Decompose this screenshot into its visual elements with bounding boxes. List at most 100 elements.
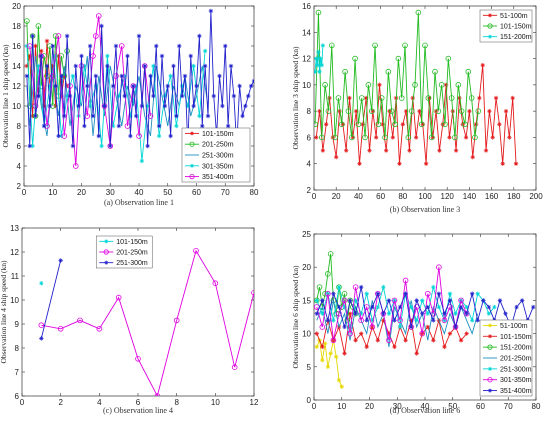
series-51-100m-point [336,377,342,383]
series-351-400m-point [118,43,125,49]
series-unlabeled-point [44,63,50,69]
series-unlabeled-point [136,33,142,39]
x-tick-label: 20 [365,402,374,411]
series-group [38,248,254,396]
series-301-350m-point [151,63,156,69]
x-tick-label: 120 [441,192,455,201]
series-301-350m-point [191,63,196,69]
series-51-100m-point [337,108,342,114]
series-301-350m-point [47,83,53,89]
y-tick-label: 14 [12,62,21,71]
series-unlabeled-point [174,113,179,119]
series-101-150m-line [314,12,479,138]
series-101-150m-point [372,42,378,49]
series-301-350m-point [202,48,208,54]
series-251-300m-point [475,291,480,296]
y-tick-label: 16 [302,2,311,11]
series-101-150m-point [368,108,375,114]
y-tick-label: 20 [12,2,21,11]
series-101-150m-point [362,134,368,141]
series-unlabeled-point [113,43,119,49]
series-unlabeled-point [99,23,104,29]
y-tick-label: 7 [15,368,20,377]
series-101-150m-point [412,82,418,88]
series-101-150m-point [425,95,432,101]
panel-3: 0 2 4 6 8 10 12 6 7 8 9 10 11 12 13 Observation line 4 … [0,224,259,415]
series-unlabeled-point [93,73,99,79]
series-301-350m-point [145,103,150,109]
series-101-150m-point [395,55,402,62]
series-unlabeled-point [33,113,38,119]
series-unlabeled-point [223,43,228,49]
legend-label: 101-150m [500,24,532,31]
series-unlabeled-point [197,33,202,39]
x-tick-label: 60 [476,402,485,411]
legend: 101-150m 201-250m 251-300m [95,235,153,269]
series-301-350m-point [99,143,104,149]
y-tick-label: 25 [302,230,311,239]
series-301-350m-line [316,267,468,341]
series-301-350m-point [402,277,409,284]
series-101-150m-point [53,103,58,109]
series-351-400m-point [72,163,79,169]
series-51-100m-point [513,161,519,166]
y-tick-label: 16 [12,42,21,51]
series-151-200m-point [314,69,318,74]
series-101-150m-point [382,134,388,141]
y-tick-label: 6 [17,142,22,151]
series-unlabeled-point [171,63,176,69]
series-51-100m-point [420,122,425,127]
series-unlabeled-point [243,103,248,109]
series-301-350m-point [391,297,398,304]
series-101-150m-point [388,108,395,114]
x-tick-label: 80 [532,402,541,411]
legend-label: 51-100m [500,323,528,330]
series-351-400m-point [392,318,397,323]
y-axis-label: Observation line 4 ship speed (kn) [0,260,8,364]
series-101-150m-point [435,108,442,114]
legend-marker [488,34,492,39]
series-unlabeled-point [102,103,107,109]
legend-label: 251-300m [116,260,148,267]
series-351-400m-point [497,298,503,303]
series-51-100m-point [453,148,459,153]
series-51-100m-point [427,95,432,101]
series-unlabeled-point [76,103,81,109]
series-201-250m-point [212,280,219,287]
series-101-150m-point [408,108,415,114]
series-301-350m-point [358,317,364,324]
series-301-350m-point [24,43,30,49]
series-301-350m-point [397,317,403,324]
series-301-350m-point [105,53,110,59]
series-51-100m-point [467,108,472,114]
series-51-100m-point [470,154,475,160]
series-101-150m-point [358,331,364,336]
series-351-400m-point [147,113,154,119]
series-51-100m-point [463,135,469,140]
series-351-400m-point [331,291,336,296]
series-unlabeled-point [145,143,150,149]
series-151-200m-point [316,49,321,55]
series-251-300m-point [336,284,342,290]
series-unlabeled-point [30,33,35,39]
series-301-350m-point [156,133,162,139]
series-301-350m-point [82,63,87,69]
series-51-100m-point [320,148,326,153]
series-301-350m-point [375,290,381,297]
series-251-300m-point [386,311,392,316]
series-unlabeled-point [27,143,32,149]
series-151-200m-point [314,297,320,304]
series-101-150m-point [358,95,365,101]
series-unlabeled-point [168,133,173,139]
series-101-150m-point [445,55,452,62]
series-unlabeled-point [142,63,147,69]
y-tick-label: 10 [12,102,21,111]
series-301-350m-point [341,297,348,304]
series-151-200m-point [325,271,331,277]
series-351-400m-point [336,304,342,310]
series-301-350m-point [386,337,392,344]
series-201-250m-point [35,23,42,29]
series-unlabeled-point [39,53,44,59]
panel-4: 0 10 20 30 40 50 60 70 80 0 5 10 15 20 25 Observation l… [291,230,541,415]
series-251-300m-point [453,311,458,316]
